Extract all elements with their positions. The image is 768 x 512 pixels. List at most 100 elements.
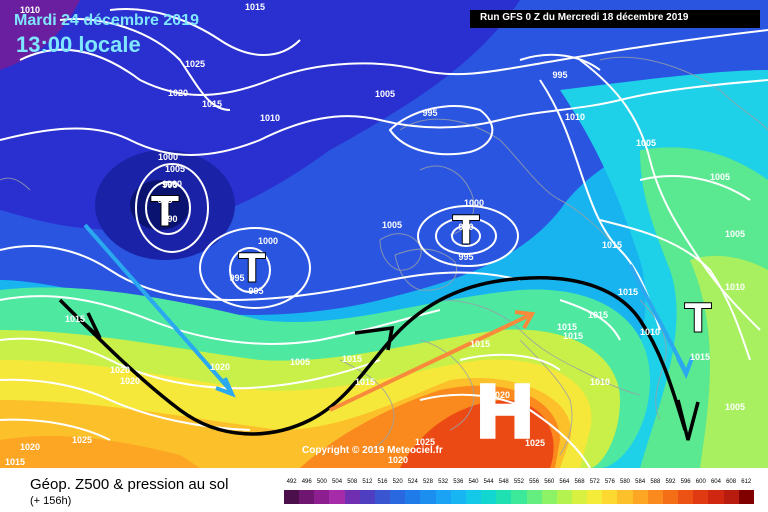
isobar-value-label: 1015 (618, 287, 638, 297)
isobar-value-label: 1025 (415, 437, 435, 447)
isobar-value-label: 1005 (290, 357, 310, 367)
isobar-value-label: 1015 (355, 377, 375, 387)
map-canvas: T T T T H 1010 1015 1025 1020 1015 1010 1005 995 995… (0, 0, 768, 468)
isobar-value-label: 1005 (375, 89, 395, 99)
isobar-value-label: 1005 (165, 164, 185, 174)
copyright: Copyright © 2019 Meteociel.fr (302, 445, 443, 456)
isobar-value-label: 995 (552, 70, 567, 80)
scale-swatch (526, 490, 542, 504)
scale-value: 528 (422, 479, 433, 485)
isobar-value-label: 1010 (590, 377, 610, 387)
jet-stream-line (58, 276, 687, 436)
scale-value: 516 (377, 479, 388, 485)
scale-value: 608 (726, 479, 737, 485)
field-sw-orange (0, 435, 200, 468)
color-scale (284, 490, 754, 504)
scale-value: 584 (635, 479, 646, 485)
isobar-value-label: 1020 (20, 442, 40, 452)
scale-value: 540 (468, 479, 479, 485)
scale-value: 600 (695, 479, 706, 485)
scale-swatch (617, 490, 633, 504)
scale-swatch (738, 490, 754, 504)
isobar-value-label: 1000 (464, 198, 484, 208)
isobar-value-label: 995 (229, 273, 244, 283)
scale-swatch (541, 490, 557, 504)
scale-swatch (344, 490, 360, 504)
scale-value: 596 (680, 479, 691, 485)
scale-value: 520 (392, 479, 403, 485)
isobar-value-label: 1025 (72, 435, 92, 445)
scale-swatch (662, 490, 679, 504)
low-pressure-centre: T (151, 187, 180, 236)
pressure-centres: T T T T H (150, 187, 713, 457)
isobar-value-label: 1000 (258, 236, 278, 246)
scale-swatch (496, 490, 512, 504)
isobar-value-label: 1020 (210, 362, 230, 372)
scale-swatch (632, 490, 648, 504)
scale-value: 552 (513, 479, 524, 485)
scale-value: 532 (438, 479, 449, 485)
scale-swatch (405, 490, 421, 504)
isobar-value-label: 1015 (470, 339, 490, 349)
isobar-value-label: 1025 (185, 59, 205, 69)
isobar-value-label: 990 (458, 222, 473, 232)
isobar-value-label: 1015 (563, 331, 583, 341)
scale-swatch (329, 490, 345, 504)
high-pressure-centre: H (474, 370, 536, 456)
isobar-value-label: 1010 (640, 327, 660, 337)
cold-flow-arrow-east (628, 264, 687, 371)
scale-swatch (299, 490, 315, 504)
isobar-value-label: 1010 (20, 5, 40, 15)
isobar-value-label: 990 (162, 214, 177, 224)
scale-swatch (556, 490, 572, 504)
scale-value: 512 (362, 479, 373, 485)
legend-lead-time: (+ 156h) (30, 495, 72, 507)
field-red (400, 400, 554, 468)
legend-title: Géop. Z500 & pression au sol (30, 476, 229, 493)
scale-value: 592 (665, 479, 676, 485)
scale-value: 604 (710, 479, 721, 485)
isobars (0, 8, 768, 468)
isobar-value-label: 995 (162, 180, 177, 190)
isobar-value-label: 1020 (110, 365, 130, 375)
isobar-value-label: 995 (248, 286, 263, 296)
scale-value: 588 (650, 479, 661, 485)
isobar-value-label: 1000 (158, 152, 178, 162)
isobar-value-label: 1020 (120, 376, 140, 386)
isobar-value-label: 995 (458, 252, 473, 262)
color-scale-values: 492 496 500 504 508 512 516 520 524 528 532 536 540 5… (284, 479, 754, 489)
scale-swatch (450, 490, 466, 504)
scale-swatch (587, 490, 603, 504)
isobar-value-label: 1015 (202, 99, 222, 109)
forecast-local-time: 13:00 locale (16, 32, 141, 57)
isobar-value-label: 1010 (725, 282, 745, 292)
cold-flow-arrow-east-head (676, 357, 694, 379)
scale-swatch (481, 490, 497, 504)
warm-flow-arrow-head (514, 310, 536, 329)
scale-swatch (708, 490, 724, 504)
isobar-value-label: 1015 (602, 240, 622, 250)
isobar-value-label: 1005 (382, 220, 402, 230)
isobar-value-label: 1020 (168, 88, 188, 98)
isobar-value-label: 1000 (162, 179, 182, 189)
scale-value: 548 (498, 479, 509, 485)
field-east-yellowgreen (690, 255, 768, 468)
field-core-low-centre (130, 180, 190, 230)
low-pressure-centre: T (452, 208, 480, 254)
scale-value: 496 (301, 479, 312, 485)
isobar-value-label: 1015 (690, 352, 710, 362)
isobar-value-label: 1020 (490, 390, 510, 400)
isobar-value-label: 1025 (525, 438, 545, 448)
warm-flow-arrow (329, 313, 531, 412)
isobar-value-label: 995 (422, 108, 437, 118)
forecast-date: Mardi 24 décembre 2019 (14, 12, 199, 29)
isobar-value-label: 1005 (725, 229, 745, 239)
scale-value: 544 (483, 479, 494, 485)
isobar-value-label: 1015 (65, 314, 85, 324)
scale-swatch (647, 490, 663, 504)
jet-arrow-west (76, 312, 102, 340)
isobar-value-label: 1020 (388, 455, 408, 465)
scale-value: 568 (574, 479, 585, 485)
scale-value: 508 (347, 479, 358, 485)
